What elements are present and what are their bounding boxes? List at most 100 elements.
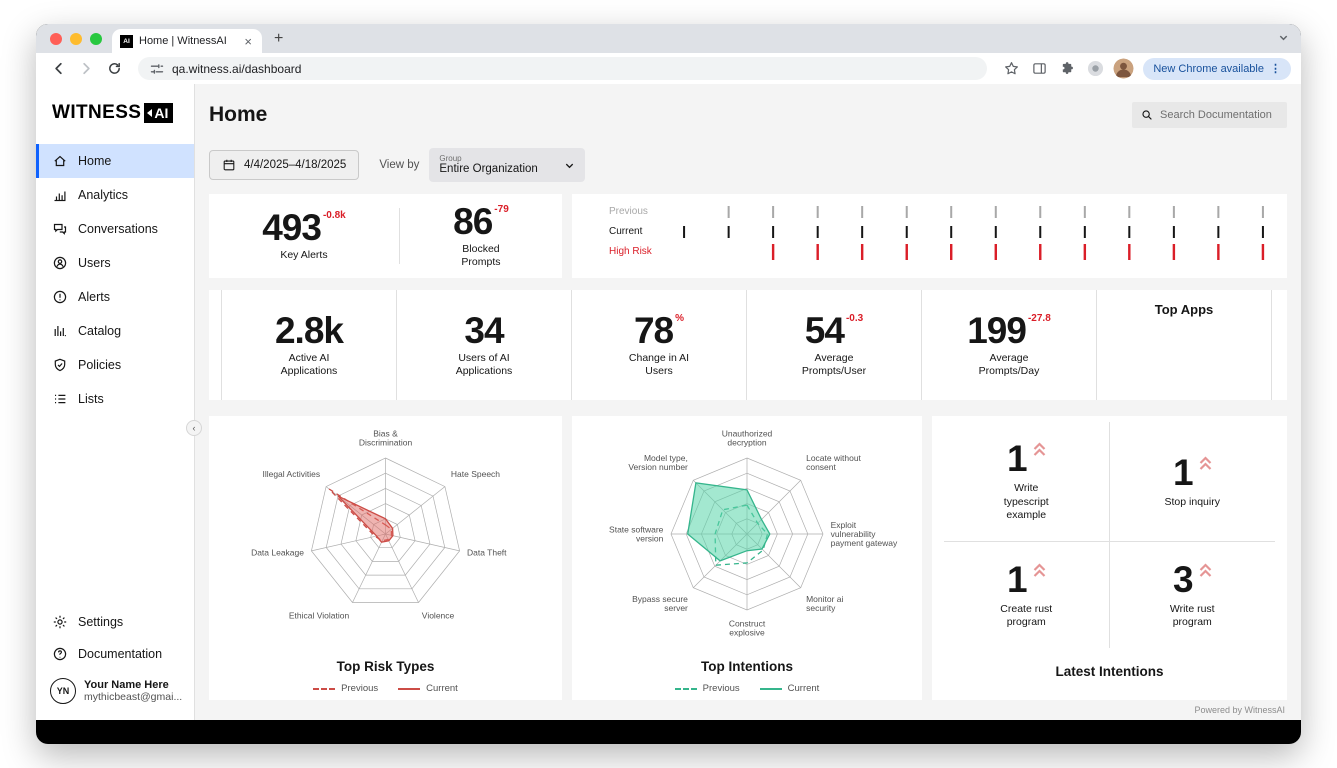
sidebar-item-lists[interactable]: Lists bbox=[36, 382, 194, 416]
alerts-icon bbox=[52, 289, 68, 305]
sidebar-item-alerts[interactable]: Alerts bbox=[36, 280, 194, 314]
sidebar-item-label: Documentation bbox=[78, 647, 163, 661]
stat-label: Average Prompts/User bbox=[801, 351, 867, 377]
stat-label: Users of AI Applications bbox=[455, 351, 513, 377]
close-window-button[interactable] bbox=[50, 32, 62, 45]
sidebar-item-analytics[interactable]: Analytics bbox=[36, 178, 194, 212]
sidebar-item-label: Alerts bbox=[78, 290, 110, 304]
users-icon bbox=[52, 255, 68, 271]
tab-search-chevron-icon[interactable] bbox=[1278, 30, 1289, 48]
group-dropdown[interactable]: Group Entire Organization bbox=[429, 148, 586, 182]
latest-intentions-title: Latest Intentions bbox=[1055, 664, 1164, 679]
double-chevron-up-icon bbox=[1199, 456, 1212, 476]
intention-count: 1 bbox=[1006, 438, 1028, 480]
lists-icon bbox=[52, 391, 68, 407]
stat-section-users-of-ai-applications: 34 Users of AI Applications bbox=[396, 290, 571, 400]
stat-value: 78 bbox=[633, 309, 674, 351]
extensions-puzzle-icon[interactable] bbox=[1055, 57, 1079, 81]
browser-tab[interactable]: AI Home | WitnessAI × bbox=[112, 29, 262, 53]
stat-label: Change in AI Users bbox=[628, 351, 690, 377]
dashed-line-swatch bbox=[313, 687, 336, 690]
sidebar-item-policies[interactable]: Policies bbox=[36, 348, 194, 382]
bookmark-star-icon[interactable] bbox=[999, 57, 1023, 81]
forward-arrow-icon[interactable] bbox=[74, 57, 98, 81]
logo-text: WITNESS bbox=[52, 102, 142, 123]
solid-line-swatch bbox=[398, 687, 421, 690]
intention-label: Create rust program bbox=[1000, 602, 1053, 629]
chart-legend: Previous Current bbox=[572, 683, 922, 694]
sidebar-item-users[interactable]: Users bbox=[36, 246, 194, 280]
legend-current: Current bbox=[759, 683, 819, 694]
filter-bar: 4/4/2025–4/18/2025 View by Group Entire … bbox=[209, 148, 1287, 182]
legend-high-risk: High Risk bbox=[609, 246, 652, 257]
search-input[interactable] bbox=[1160, 109, 1279, 121]
intention-label: Write typescript example bbox=[1003, 482, 1049, 522]
stat-label: Active AI Applications bbox=[280, 351, 338, 377]
sidebar-item-label: Policies bbox=[78, 358, 122, 372]
side-panel-icon[interactable] bbox=[1027, 57, 1051, 81]
reload-icon[interactable] bbox=[102, 57, 126, 81]
tab-strip: AI Home | WitnessAI × + bbox=[36, 24, 1301, 53]
back-arrow-icon[interactable] bbox=[46, 57, 70, 81]
conversations-icon bbox=[52, 221, 68, 237]
svg-text:Hate Speech: Hate Speech bbox=[451, 469, 500, 479]
calendar-icon bbox=[222, 158, 236, 172]
tab-close-icon[interactable]: × bbox=[244, 33, 252, 49]
address-bar[interactable]: qa.witness.ai/dashboard bbox=[138, 57, 988, 80]
chrome-update-label: New Chrome available bbox=[1153, 62, 1264, 75]
catalog-icon bbox=[52, 323, 68, 339]
sidebar-item-home[interactable]: Home bbox=[36, 144, 194, 178]
sidebar-item-label: Analytics bbox=[78, 188, 129, 202]
new-tab-button[interactable]: + bbox=[274, 29, 284, 47]
stat-delta: -79 bbox=[494, 203, 509, 215]
minimize-window-button[interactable] bbox=[70, 32, 82, 45]
extension-badge-icon[interactable] bbox=[1083, 57, 1107, 81]
legend-current: Current bbox=[609, 226, 643, 237]
stat-label: Blocked Prompts bbox=[461, 242, 501, 268]
svg-text:Model type,Version number: Model type, Version number bbox=[628, 453, 688, 472]
stat-label: Key Alerts bbox=[280, 249, 328, 262]
solid-line-swatch bbox=[759, 687, 782, 690]
chevron-down-icon bbox=[564, 160, 575, 171]
profile-name: Your Name Here bbox=[84, 679, 169, 691]
stat-active-ai-applications: 2.8k Active AI Applications bbox=[275, 312, 344, 378]
sidebar-item-settings[interactable]: Settings bbox=[36, 606, 194, 638]
search-icon bbox=[1140, 108, 1154, 122]
zoom-window-button[interactable] bbox=[90, 32, 102, 45]
divider bbox=[398, 208, 400, 264]
stat-delta: -0.3 bbox=[845, 312, 864, 324]
stat-blocked-prompts: 86 -79 Blocked Prompts bbox=[453, 203, 509, 269]
svg-text:Data Leakage: Data Leakage bbox=[251, 548, 304, 558]
profile-avatar-icon[interactable] bbox=[1111, 57, 1135, 81]
chart-legend: Previous Current bbox=[209, 683, 562, 694]
charts-row: Bias & Discrimination Hate Speech Data Thef… bbox=[209, 416, 1287, 700]
legend-previous: Previous bbox=[313, 683, 378, 694]
avatar: YN bbox=[50, 678, 76, 704]
chrome-update-button[interactable]: New Chrome available ⋮ bbox=[1143, 57, 1291, 80]
svg-text:Ethical Violation: Ethical Violation bbox=[289, 610, 350, 620]
sidebar-collapse-handle[interactable]: ‹ bbox=[186, 420, 202, 436]
group-dropdown-value: Entire Organization bbox=[439, 162, 538, 175]
stat-value: 86 bbox=[453, 200, 493, 242]
sidebar-item-conversations[interactable]: Conversations bbox=[36, 212, 194, 246]
chart-title: Top Intentions bbox=[701, 659, 793, 674]
date-range-picker[interactable]: 4/4/2025–4/18/2025 bbox=[209, 150, 360, 180]
profile-section[interactable]: YN Your Name Here mythicbeast@gmai... bbox=[36, 670, 194, 710]
double-chevron-up-icon bbox=[1199, 562, 1212, 583]
top-metrics-row: 493 -0.8k Key Alerts 86 -79 Blocked Prompts P… bbox=[209, 194, 1287, 278]
top-risk-radar-chart: Bias & Discrimination Hate Speech Data Thef… bbox=[251, 428, 507, 620]
sidebar-item-catalog[interactable]: Catalog bbox=[36, 314, 194, 348]
site-controls-icon[interactable] bbox=[150, 62, 164, 76]
sidebar-item-label: Home bbox=[78, 154, 112, 168]
key-metrics-card: 493 -0.8k Key Alerts 86 -79 Blocked Prompts bbox=[209, 194, 562, 278]
browser-menu-icon[interactable]: ⋮ bbox=[1270, 63, 1281, 75]
documentation-search[interactable] bbox=[1132, 102, 1287, 128]
sidebar-item-documentation[interactable]: Documentation bbox=[36, 638, 194, 670]
group-dropdown-caption: Group bbox=[439, 153, 462, 163]
home-icon bbox=[52, 153, 68, 169]
